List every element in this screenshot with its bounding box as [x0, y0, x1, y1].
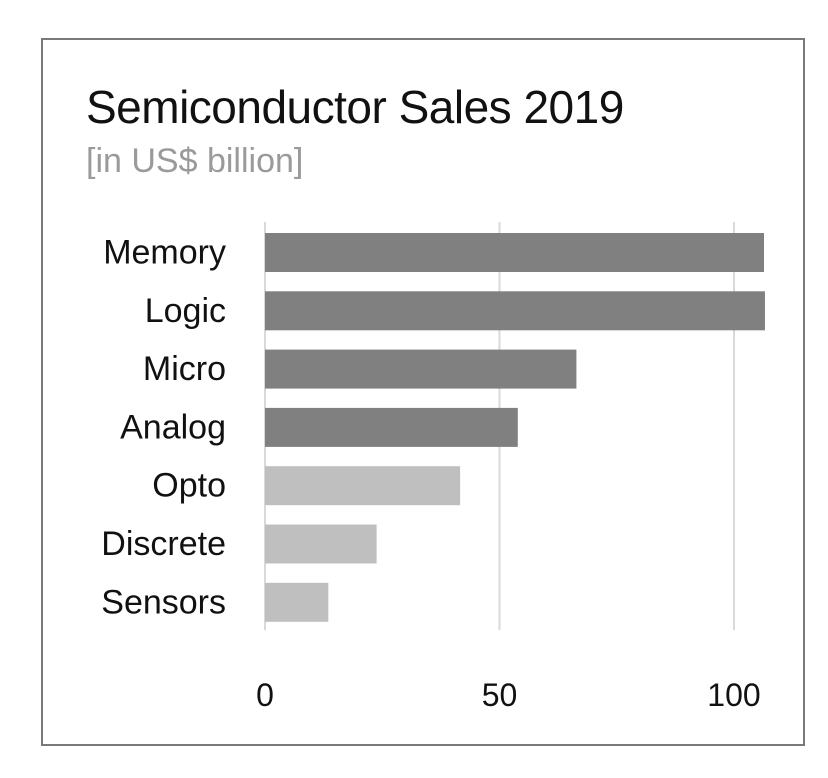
bar-opto: [265, 466, 461, 506]
category-label-micro: Micro: [143, 350, 226, 388]
category-label-analog: Analog: [120, 408, 226, 446]
chart-subtitle: [in US$ billion]: [86, 142, 304, 180]
category-label-discrete: Discrete: [101, 525, 226, 563]
x-tick-label-0: 0: [256, 677, 274, 713]
bar-sensors: [265, 582, 329, 622]
bar-memory: [265, 233, 765, 272]
x-tick-label-100: 100: [707, 677, 760, 713]
bar-micro: [265, 349, 577, 389]
bar-discrete: [265, 524, 377, 564]
x-tick-label-50: 50: [482, 677, 518, 713]
bar-logic: [265, 291, 765, 331]
chart-frame: [41, 38, 805, 746]
bar-analog: [265, 407, 518, 447]
category-label-logic: Logic: [145, 292, 226, 330]
category-label-memory: Memory: [103, 234, 226, 272]
category-label-sensors: Sensors: [101, 583, 226, 621]
chart-title: Semiconductor Sales 2019: [86, 81, 624, 133]
category-label-opto: Opto: [152, 467, 226, 505]
